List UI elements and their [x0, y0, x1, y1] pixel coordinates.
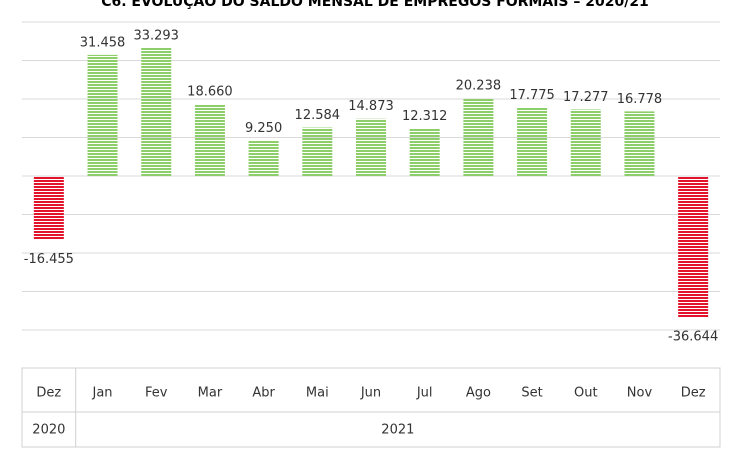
group-label: 2021 [381, 423, 414, 438]
bar [141, 47, 172, 177]
bar [678, 176, 709, 318]
bar [624, 111, 655, 176]
bar [517, 107, 548, 176]
data-label: 20.238 [456, 79, 502, 94]
data-label: 17.277 [563, 90, 609, 105]
bar [248, 140, 279, 176]
x-tick-label: Mar [198, 386, 223, 401]
chart-title: C6. EVOLUÇÃO DO SALDO MENSAL DE EMPREGOS… [101, 0, 649, 10]
data-label: 9.250 [245, 121, 282, 136]
group-label: 2020 [32, 423, 65, 438]
bar [463, 98, 494, 176]
data-label: 14.873 [348, 99, 394, 114]
bar [194, 104, 225, 176]
x-tick-label: Fev [145, 386, 168, 401]
bar [33, 176, 64, 240]
data-label: 33.293 [133, 28, 179, 43]
x-tick-label: Out [574, 386, 598, 401]
axis-box [21, 367, 721, 448]
data-label: -16.455 [24, 252, 74, 267]
bar [87, 54, 118, 176]
bar [570, 109, 601, 176]
bar [409, 128, 440, 176]
data-label: 31.458 [80, 35, 126, 50]
x-tick-label: Nov [627, 386, 653, 401]
x-tick-label: Set [521, 386, 542, 401]
x-tick-label: Mai [306, 386, 329, 401]
data-label: 16.778 [617, 92, 663, 107]
x-tick-label: Dez [36, 386, 61, 401]
data-label: -36.644 [668, 330, 718, 345]
x-tick-label: Dez [681, 386, 706, 401]
bar [356, 118, 386, 176]
x-tick-label: Jan [92, 386, 113, 401]
x-tick-label: Abr [252, 386, 275, 401]
data-label: 18.660 [187, 85, 233, 100]
data-label: 12.312 [402, 109, 448, 124]
data-label: 12.584 [295, 108, 341, 123]
x-tick-label: Jun [360, 386, 381, 401]
x-tick-label: Jul [416, 386, 433, 401]
bar [302, 127, 333, 176]
data-label: 17.775 [509, 88, 555, 103]
x-tick-label: Ago [466, 386, 491, 401]
